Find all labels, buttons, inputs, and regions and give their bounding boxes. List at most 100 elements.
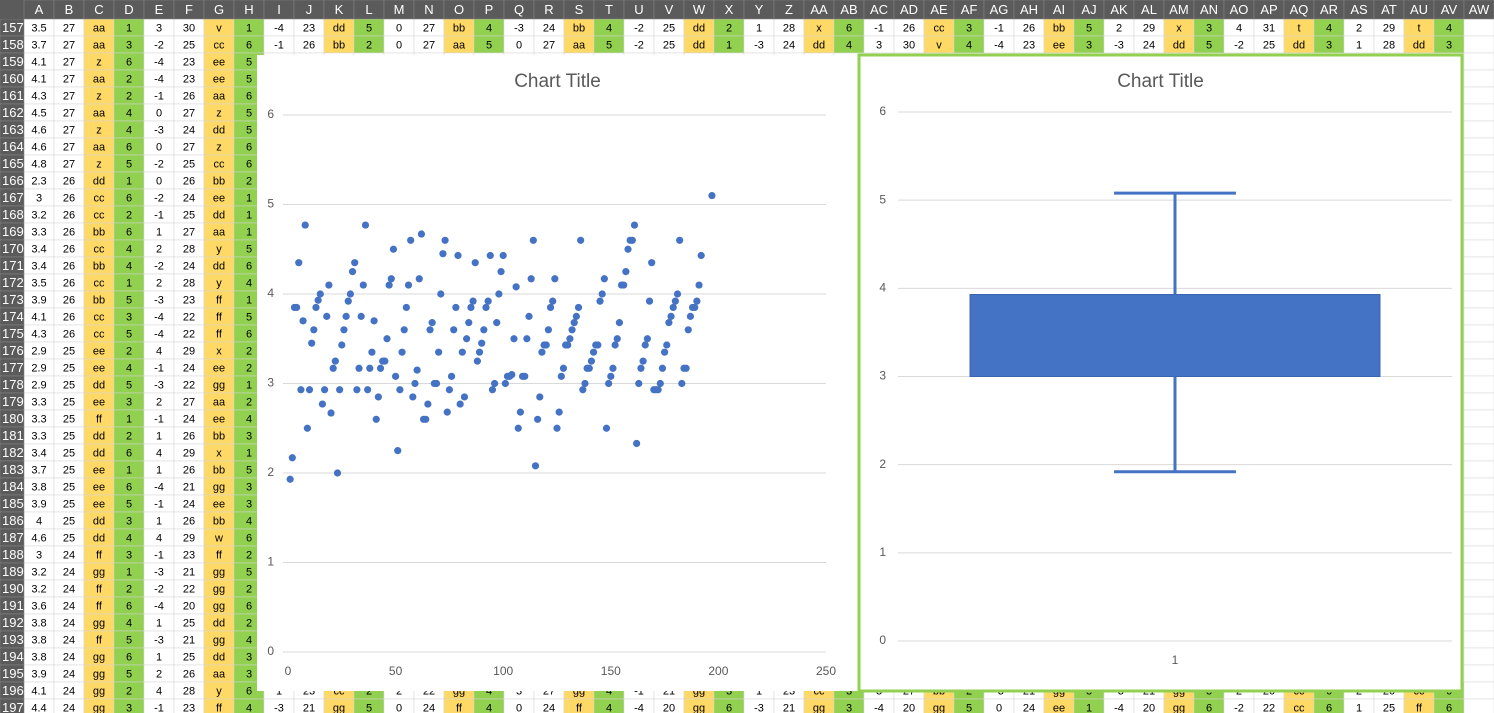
cell[interactable]: [1463, 205, 1494, 224]
cell-text: 26: [183, 515, 195, 527]
cell-text: -1: [874, 22, 884, 34]
cell[interactable]: [1463, 613, 1494, 632]
cell[interactable]: [1463, 494, 1494, 513]
cell[interactable]: [1463, 273, 1494, 292]
scatter-point: [372, 415, 380, 423]
row-number: 181: [2, 428, 24, 443]
cell[interactable]: [1463, 426, 1494, 445]
cell[interactable]: [1463, 579, 1494, 598]
cell-text: 4: [846, 39, 852, 51]
column-letter: V: [665, 2, 674, 17]
cell[interactable]: [1463, 171, 1494, 190]
cell[interactable]: [1463, 222, 1494, 241]
scatter-point: [456, 400, 464, 408]
cell[interactable]: [1463, 324, 1494, 343]
cell[interactable]: [1463, 630, 1494, 649]
cell[interactable]: [1463, 443, 1494, 462]
cell[interactable]: [1463, 477, 1494, 496]
cell-text: -2: [1234, 39, 1244, 51]
cell[interactable]: [1463, 562, 1494, 581]
cell-text: ee: [93, 498, 105, 510]
cell-text: 24: [63, 583, 75, 595]
cell[interactable]: [1463, 647, 1494, 666]
cell[interactable]: [1463, 120, 1494, 139]
cell-text: 3.4: [31, 260, 46, 272]
cell-text: 3.8: [31, 481, 46, 493]
scatter-point: [437, 290, 445, 298]
cell-text: 3: [126, 311, 132, 323]
scatter-point: [301, 221, 309, 229]
cell-text: 2: [126, 685, 132, 697]
cell[interactable]: [1463, 188, 1494, 207]
cell[interactable]: [1463, 528, 1494, 547]
cell[interactable]: [1463, 375, 1494, 394]
cell[interactable]: [1463, 256, 1494, 275]
scatter-point: [596, 297, 604, 305]
cell-text: y: [216, 243, 222, 255]
scatter-point: [396, 386, 404, 394]
cell-text: 20: [1143, 702, 1155, 713]
scatter-point: [493, 319, 501, 327]
cell[interactable]: [1463, 511, 1494, 530]
column-header[interactable]: [1463, 0, 1494, 20]
cell[interactable]: [1463, 341, 1494, 360]
cell[interactable]: [1463, 86, 1494, 105]
cell-text: aa: [93, 73, 106, 85]
cell[interactable]: [1463, 681, 1494, 700]
cell-text: ee: [93, 481, 105, 493]
cell[interactable]: [1463, 239, 1494, 258]
scatter-point: [308, 339, 316, 347]
cell[interactable]: [1463, 35, 1494, 54]
column-letter: AS: [1350, 2, 1368, 17]
cell[interactable]: [1463, 392, 1494, 411]
cell[interactable]: [1463, 69, 1494, 88]
chart-area[interactable]: [257, 55, 858, 691]
cell-text: 5: [246, 56, 252, 68]
cell[interactable]: [1463, 307, 1494, 326]
cell[interactable]: [1463, 358, 1494, 377]
cell-text: 3: [126, 39, 132, 51]
cell-text: 1: [246, 209, 252, 221]
cell[interactable]: [1463, 137, 1494, 156]
scatter-point: [641, 341, 649, 349]
y-tick-label: 6: [879, 104, 886, 118]
cell[interactable]: [1463, 460, 1494, 479]
cell-text: 25: [663, 39, 675, 51]
cell-text: -2: [154, 158, 164, 170]
scatter-point: [398, 348, 406, 356]
cell[interactable]: [1463, 409, 1494, 428]
cell-text: 4: [126, 617, 132, 629]
cell-text: 26: [63, 226, 75, 238]
cell[interactable]: [1463, 664, 1494, 683]
cell-text: ee: [213, 498, 225, 510]
x-tick-label: 0: [285, 664, 292, 678]
cell[interactable]: [1463, 698, 1494, 713]
cell[interactable]: [1463, 545, 1494, 564]
cell-text: 27: [63, 158, 75, 170]
cell-text: 2: [366, 685, 372, 697]
cell[interactable]: [1463, 103, 1494, 122]
cell-text: 2.9: [31, 362, 46, 374]
cell-text: -1: [634, 685, 644, 697]
cell-text: 4.3: [31, 328, 46, 340]
cell-text: aa: [213, 668, 226, 680]
cell-text: ff: [96, 413, 103, 425]
cell-text: dd: [93, 175, 105, 187]
row-number: 176: [2, 343, 24, 358]
cell-text: 0: [396, 702, 402, 713]
cell[interactable]: [1463, 290, 1494, 309]
cell-text: 3.6: [31, 600, 46, 612]
cell-text: -4: [154, 481, 164, 493]
cell-text: ee: [93, 396, 105, 408]
row-number: 186: [2, 513, 24, 528]
cell[interactable]: [1463, 18, 1494, 37]
cell-text: 24: [183, 362, 195, 374]
cell-text: cc: [94, 277, 106, 289]
cell[interactable]: [1463, 596, 1494, 615]
y-tick-label: 5: [879, 192, 886, 206]
cell[interactable]: [1463, 154, 1494, 173]
cell-text: 3.7: [31, 39, 46, 51]
row-header[interactable]: [0, 698, 25, 713]
cell-text: 30: [183, 22, 195, 34]
cell[interactable]: [1463, 52, 1494, 71]
